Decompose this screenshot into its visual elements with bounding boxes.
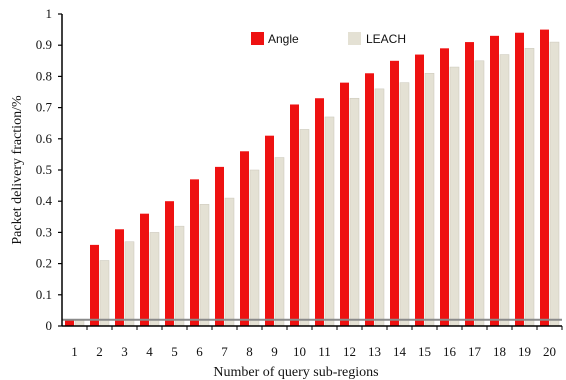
x-tick-label: 8 xyxy=(246,344,253,359)
bar-leach-15 xyxy=(424,73,435,327)
bar-leach-8 xyxy=(249,169,260,327)
bar-leach-10 xyxy=(299,129,310,327)
bar-leach-13 xyxy=(374,88,385,327)
y-tick-label: 0 xyxy=(46,318,53,333)
bar-angle-4 xyxy=(140,213,149,326)
x-tick-label: 2 xyxy=(96,344,103,359)
bar-angle-12 xyxy=(340,82,349,326)
x-tick-label: 13 xyxy=(368,344,381,359)
y-axis-title: Packet delivery fraction/% xyxy=(10,95,25,245)
bar-leach-18 xyxy=(499,54,510,327)
bar-leach-7 xyxy=(224,197,235,327)
x-tick-label: 1 xyxy=(71,344,78,359)
bar-angle-16 xyxy=(440,48,449,326)
bar-angle-9 xyxy=(265,135,274,326)
y-tick-label: 0.8 xyxy=(36,68,52,83)
bar-leach-2 xyxy=(99,260,110,327)
legend-swatch-angle xyxy=(251,32,264,45)
bar-leach-5 xyxy=(174,225,185,327)
x-tick-label: 12 xyxy=(343,344,356,359)
bar-angle-17 xyxy=(465,42,474,327)
legend-swatch-leach xyxy=(348,32,361,45)
x-tick-label: 5 xyxy=(171,344,178,359)
x-tick-label: 20 xyxy=(543,344,556,359)
legend-label-leach: LEACH xyxy=(366,32,406,46)
x-tick-label: 19 xyxy=(518,344,531,359)
legend-label-angle: Angle xyxy=(268,32,299,46)
x-ticks: 1 2 3 4 5 6 7 8 9 10 11 12 13 14 15 16 17 18 19 20 xyxy=(71,326,563,359)
x-tick-label: 16 xyxy=(443,344,457,359)
bar-leach-12 xyxy=(349,97,360,327)
y-tick-label: 0.2 xyxy=(36,256,52,271)
bar-leach-19 xyxy=(524,48,535,327)
bar-leach-3 xyxy=(124,241,135,327)
y-tick-label: 0.6 xyxy=(36,131,53,146)
y-tick-label: 0.1 xyxy=(36,287,52,302)
bar-angle-7 xyxy=(215,166,224,326)
bar-angle-3 xyxy=(115,229,124,326)
bar-angle-19 xyxy=(515,32,524,326)
y-tick-label: 1 xyxy=(46,6,53,21)
y-tick-label: 0.7 xyxy=(36,100,53,115)
x-tick-label: 6 xyxy=(196,344,203,359)
x-axis-title: Number of query sub-regions xyxy=(213,365,378,380)
bar-angle-8 xyxy=(240,151,249,326)
x-tick-label: 18 xyxy=(493,344,506,359)
x-tick-label: 17 xyxy=(468,344,482,359)
bar-angle-11 xyxy=(315,98,324,327)
x-tick-label: 7 xyxy=(221,344,228,359)
x-tick-label: 3 xyxy=(121,344,128,359)
bar-leach-17 xyxy=(474,60,485,327)
x-tick-label: 10 xyxy=(293,344,306,359)
bar-angle-14 xyxy=(390,60,399,327)
x-tick-label: 9 xyxy=(271,344,278,359)
bar-leach-11 xyxy=(324,116,335,327)
bar-angle-20 xyxy=(540,29,549,326)
y-tick-label: 0.9 xyxy=(36,37,52,52)
bar-leach-20 xyxy=(549,41,560,327)
bar-angle-6 xyxy=(190,179,199,326)
y-ticks: 0 0.1 0.2 0.3 0.4 0.5 0.6 0.7 0.8 0.9 1 xyxy=(36,6,62,333)
x-tick-label: 11 xyxy=(318,344,331,359)
y-tick-label: 0.5 xyxy=(36,162,52,177)
bars-layer xyxy=(65,29,560,327)
bar-angle-10 xyxy=(290,104,299,326)
x-tick-label: 14 xyxy=(393,344,407,359)
bar-leach-4 xyxy=(149,232,160,327)
bar-angle-18 xyxy=(490,35,499,327)
bar-leach-14 xyxy=(399,82,410,327)
legend: Angle LEACH xyxy=(251,32,406,46)
bar-leach-9 xyxy=(274,157,285,327)
x-tick-label: 15 xyxy=(418,344,431,359)
bar-leach-16 xyxy=(449,66,460,327)
bar-angle-2 xyxy=(90,244,99,326)
y-tick-label: 0.3 xyxy=(36,224,52,239)
bar-angle-15 xyxy=(415,54,424,327)
bar-angle-5 xyxy=(165,201,174,326)
bar-leach-6 xyxy=(199,204,210,327)
x-tick-label: 4 xyxy=(146,344,153,359)
y-tick-label: 0.4 xyxy=(36,193,53,208)
bar-angle-13 xyxy=(365,73,374,326)
bar-angle-1 xyxy=(65,319,74,326)
